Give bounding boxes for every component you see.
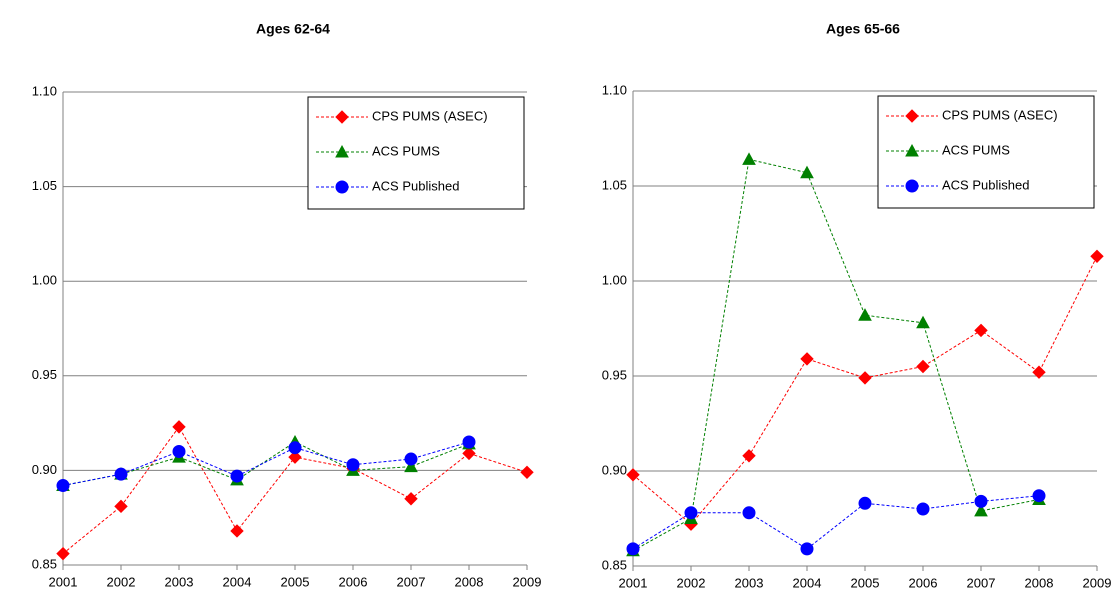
legend-marker — [335, 144, 349, 158]
series-line — [62, 441, 470, 487]
y-tick-label: 0.85 — [602, 557, 627, 572]
y-tick-label: 1.00 — [32, 273, 57, 288]
data-point — [742, 152, 756, 165]
y-tick-label: 0.85 — [32, 556, 57, 571]
x-tick-label: 2008 — [455, 574, 484, 589]
legend-marker — [905, 143, 919, 157]
x-tick-label: 2007 — [967, 575, 996, 590]
data-point — [114, 467, 128, 481]
data-point — [800, 542, 814, 556]
data-point — [626, 468, 640, 482]
x-tick-label: 2001 — [49, 574, 78, 589]
legend-label: ACS Published — [942, 177, 1029, 192]
data-point — [800, 165, 814, 179]
legend-marker — [335, 180, 349, 194]
data-point — [974, 503, 988, 517]
x-tick-label: 2006 — [909, 575, 938, 590]
x-tick-label: 2009 — [513, 574, 542, 589]
series-line — [62, 441, 470, 487]
legend-label: ACS PUMS — [372, 143, 440, 158]
data-point — [404, 459, 418, 473]
data-point — [974, 323, 988, 338]
data-point — [288, 441, 302, 455]
y-tick-label: 0.90 — [32, 462, 57, 477]
x-tick-label: 2002 — [677, 575, 706, 590]
legend-label: CPS PUMS (ASEC) — [942, 107, 1058, 122]
legend-marker — [335, 110, 349, 124]
data-point — [916, 359, 930, 374]
x-tick-label: 2004 — [793, 575, 822, 590]
x-tick-label: 2009 — [1083, 575, 1112, 590]
legend-marker — [905, 179, 919, 193]
data-point — [56, 479, 70, 493]
data-point — [172, 420, 186, 434]
data-point — [916, 502, 930, 516]
data-point — [626, 542, 640, 556]
legend-label: ACS Published — [372, 178, 459, 193]
data-point — [462, 435, 476, 449]
y-tick-label: 0.95 — [32, 367, 57, 382]
series-line — [632, 158, 1040, 552]
y-tick-label: 1.05 — [32, 178, 57, 193]
data-point — [288, 450, 302, 464]
x-tick-label: 2002 — [107, 574, 136, 589]
legend-marker — [905, 109, 919, 123]
data-point — [916, 315, 930, 329]
data-point — [230, 524, 244, 538]
data-point — [800, 352, 814, 366]
x-tick-label: 2006 — [339, 574, 368, 589]
data-point — [172, 444, 186, 458]
legend-label: CPS PUMS (ASEC) — [372, 108, 488, 123]
y-tick-label: 0.95 — [602, 367, 627, 382]
data-point — [974, 494, 988, 508]
data-point — [404, 452, 418, 466]
data-point — [858, 496, 872, 510]
y-tick-label: 0.90 — [602, 462, 627, 477]
x-tick-label: 2005 — [851, 575, 880, 590]
data-point — [462, 446, 476, 461]
x-tick-label: 2008 — [1025, 575, 1054, 590]
series-line — [632, 495, 1040, 550]
data-point — [1032, 365, 1046, 379]
x-tick-label: 2001 — [619, 575, 648, 590]
data-point — [684, 506, 698, 520]
x-tick-label: 2005 — [281, 574, 310, 589]
legend-label: ACS PUMS — [942, 142, 1010, 157]
y-tick-label: 1.00 — [602, 272, 627, 287]
y-tick-label: 1.10 — [602, 82, 627, 97]
data-point — [230, 469, 244, 483]
x-tick-label: 2007 — [397, 574, 426, 589]
chart-title: Ages 65-66 — [826, 21, 900, 37]
series-line — [632, 256, 1098, 525]
data-point — [114, 499, 128, 514]
data-point — [1032, 489, 1046, 503]
x-tick-label: 2003 — [735, 575, 764, 590]
data-point — [858, 371, 872, 385]
y-tick-label: 1.10 — [32, 83, 57, 98]
x-tick-label: 2003 — [165, 574, 194, 589]
y-tick-label: 1.05 — [602, 177, 627, 192]
data-point — [742, 506, 756, 520]
data-point — [56, 546, 70, 561]
data-point — [346, 458, 360, 472]
data-point — [742, 449, 756, 463]
chart-title: Ages 62-64 — [256, 21, 330, 37]
x-tick-label: 2004 — [223, 574, 252, 589]
data-point — [520, 465, 534, 479]
data-point — [1090, 249, 1104, 264]
data-point — [858, 308, 872, 321]
data-point — [404, 492, 418, 506]
